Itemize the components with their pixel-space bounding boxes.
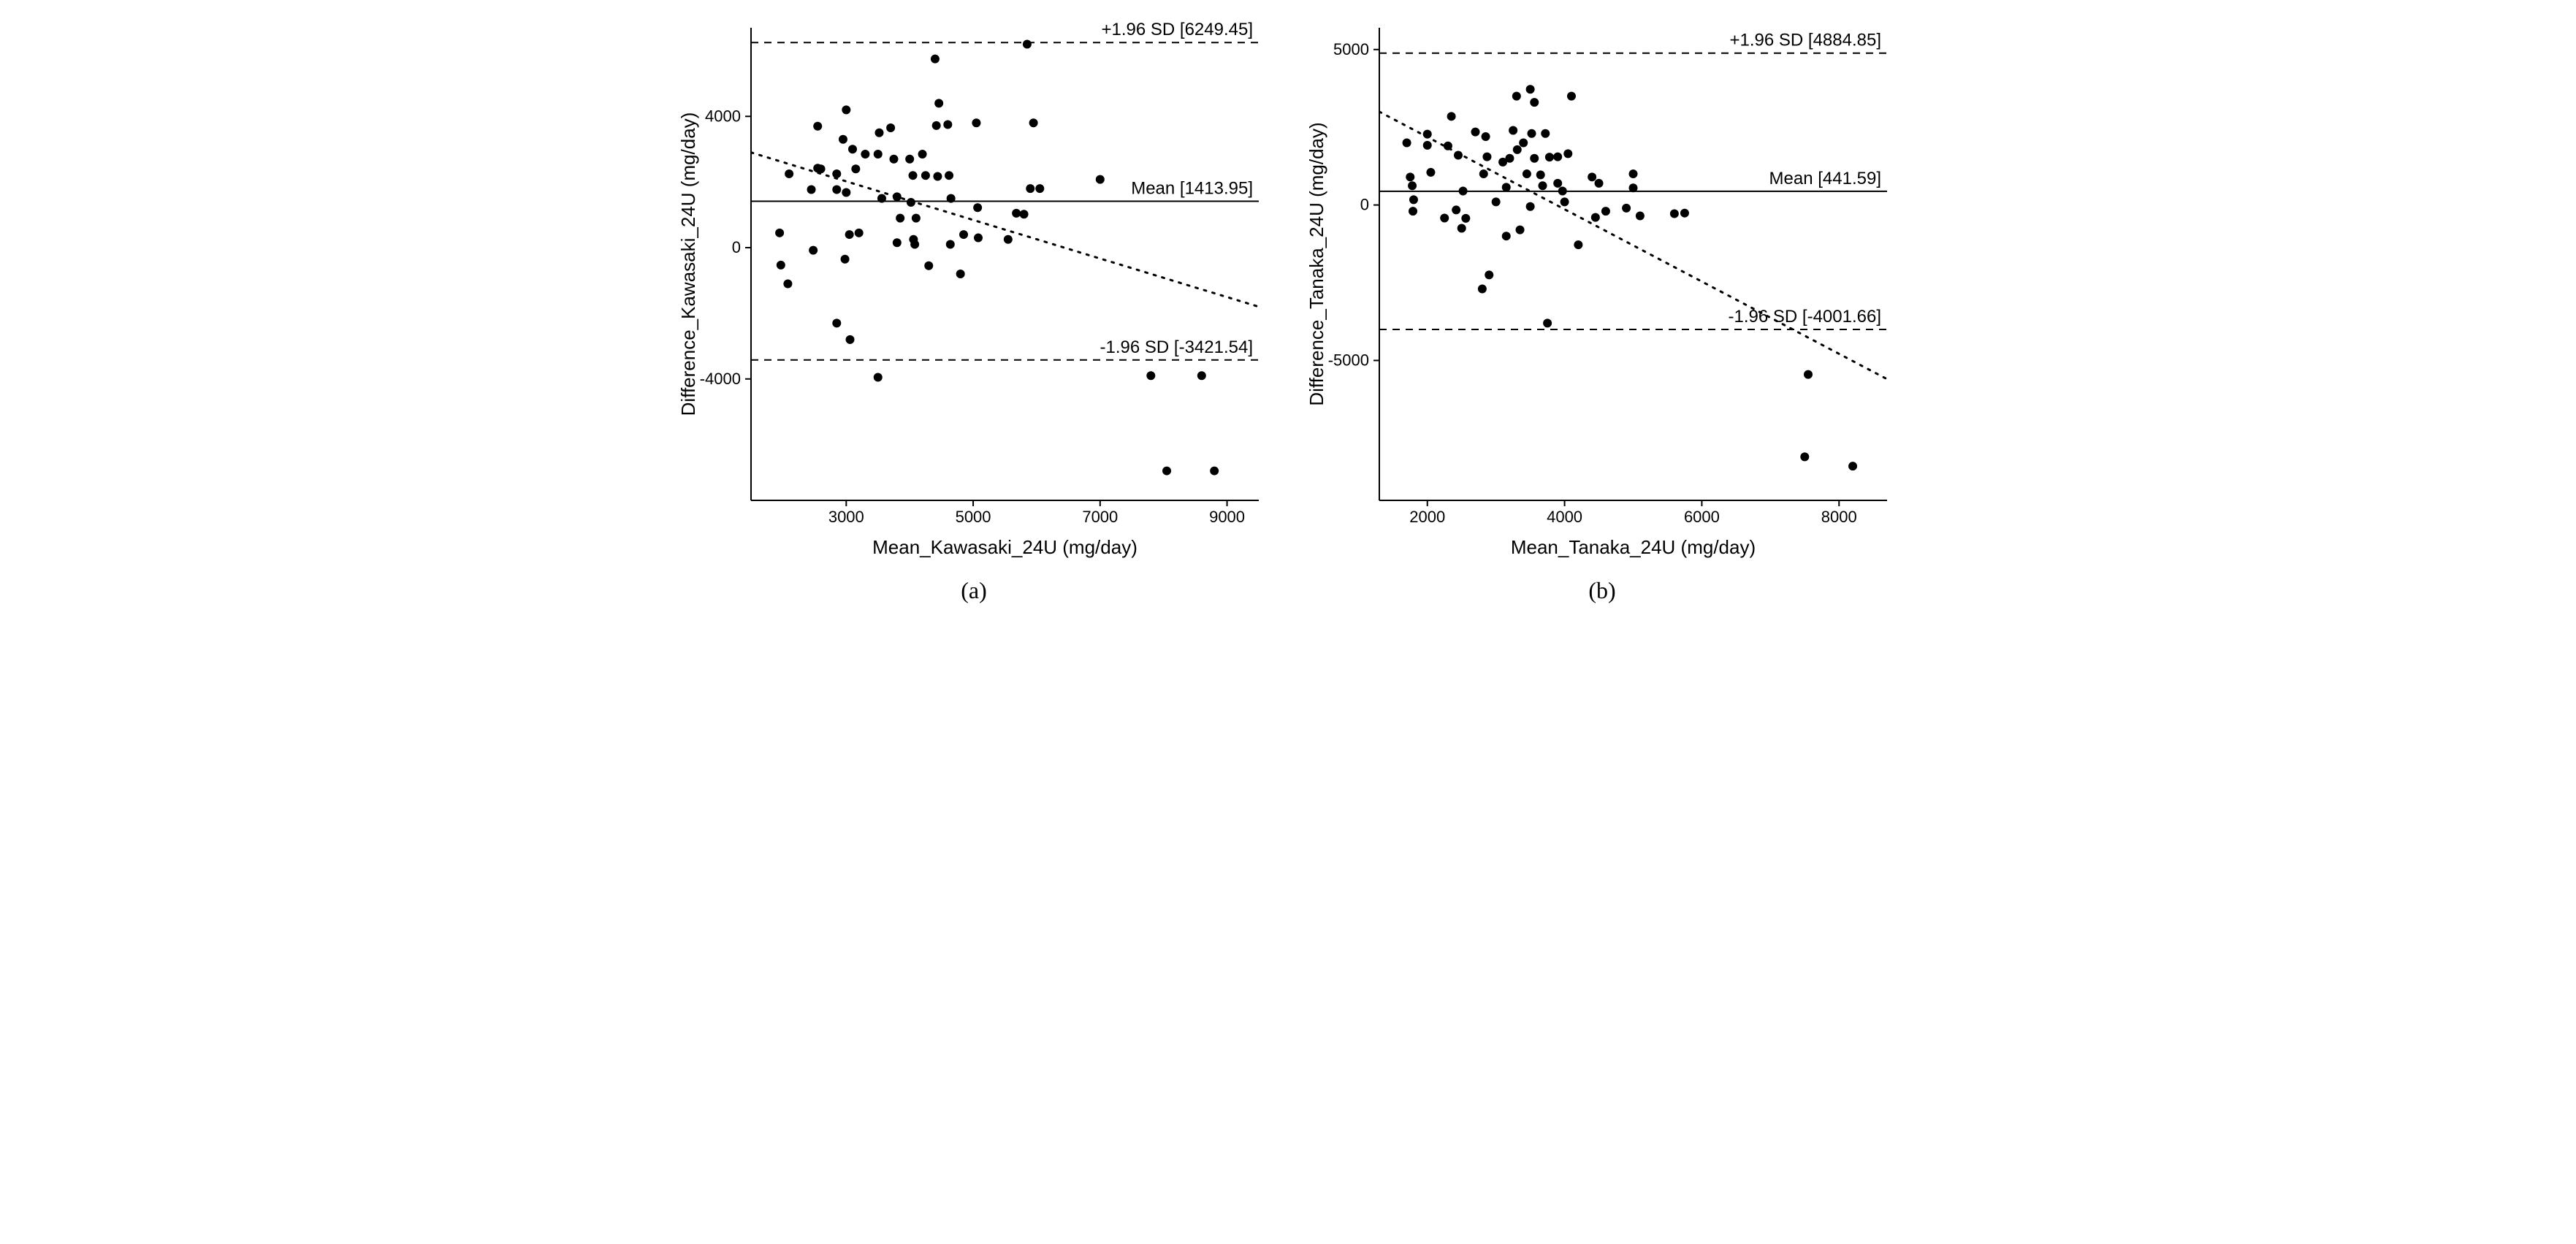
svg-text:-5000: -5000 bbox=[1328, 351, 1369, 369]
svg-text:6000: 6000 bbox=[1684, 508, 1720, 526]
svg-text:Mean [441.59]: Mean [441.59] bbox=[1769, 169, 1881, 188]
svg-text:0: 0 bbox=[1360, 196, 1369, 214]
svg-text:Difference_Kawasaki_24U (mg/da: Difference_Kawasaki_24U (mg/day) bbox=[677, 112, 699, 416]
svg-text:3000: 3000 bbox=[828, 508, 864, 526]
subcaption-a: (a) bbox=[961, 577, 987, 604]
svg-text:4000: 4000 bbox=[1547, 508, 1582, 526]
svg-text:Mean_Tanaka_24U (mg/day): Mean_Tanaka_24U (mg/day) bbox=[1511, 536, 1756, 558]
subcaption-b: (b) bbox=[1588, 577, 1615, 604]
svg-text:Mean_Kawasaki_24U (mg/day): Mean_Kawasaki_24U (mg/day) bbox=[872, 536, 1138, 558]
svg-text:-1.96 SD [-3421.54]: -1.96 SD [-3421.54] bbox=[1100, 337, 1253, 357]
svg-text:+1.96 SD [4884.85]: +1.96 SD [4884.85] bbox=[1730, 31, 1882, 50]
panel-b: 2000 4000 6000 8000 -5000 0 5000 Mean_Tanaka_24… bbox=[1303, 15, 1902, 604]
svg-text:8000: 8000 bbox=[1821, 508, 1857, 526]
chart-a: 3000 5000 7000 9000 -4000 0 4000 Mean_Kawasaki_… bbox=[674, 15, 1273, 570]
figure-row: 3000 5000 7000 9000 -4000 0 4000 Mean_Kawasaki_… bbox=[0, 0, 2576, 619]
svg-text:5000: 5000 bbox=[1333, 40, 1369, 58]
svg-text:4000: 4000 bbox=[705, 107, 741, 125]
svg-text:5000: 5000 bbox=[956, 508, 991, 526]
svg-text:Difference_Tanaka_24U (mg/day): Difference_Tanaka_24U (mg/day) bbox=[1306, 122, 1327, 405]
svg-text:2000: 2000 bbox=[1409, 508, 1445, 526]
svg-text:-4000: -4000 bbox=[700, 370, 741, 388]
svg-text:9000: 9000 bbox=[1209, 508, 1245, 526]
svg-text:7000: 7000 bbox=[1082, 508, 1118, 526]
svg-text:-1.96 SD [-4001.66]: -1.96 SD [-4001.66] bbox=[1729, 307, 1881, 327]
panel-a: 3000 5000 7000 9000 -4000 0 4000 Mean_Kawasaki_… bbox=[674, 15, 1273, 604]
chart-b: 2000 4000 6000 8000 -5000 0 5000 Mean_Tanaka_24… bbox=[1303, 15, 1902, 570]
svg-text:Mean [1413.95]: Mean [1413.95] bbox=[1131, 179, 1253, 199]
svg-text:+1.96 SD [6249.45]: +1.96 SD [6249.45] bbox=[1102, 20, 1254, 39]
svg-text:0: 0 bbox=[732, 238, 741, 256]
